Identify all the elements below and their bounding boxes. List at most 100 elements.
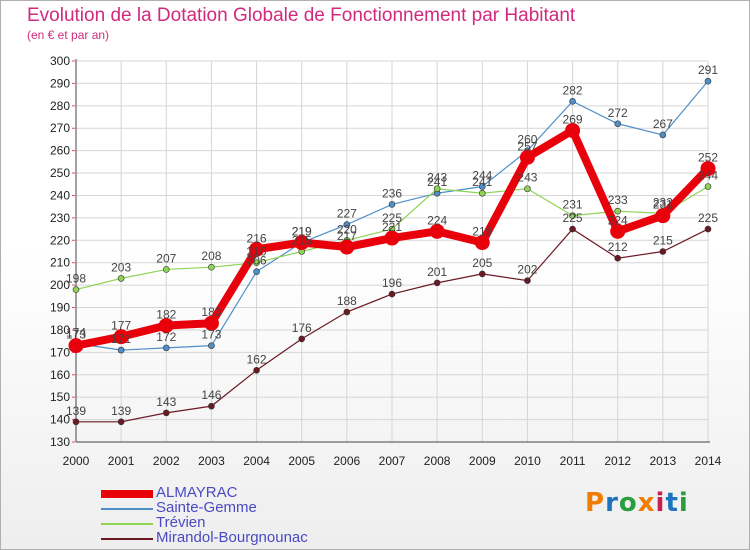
data-point bbox=[569, 98, 576, 105]
data-point bbox=[478, 270, 486, 278]
data-label: 173 bbox=[66, 328, 86, 342]
data-label: 139 bbox=[66, 404, 86, 418]
y-tick-label: 230 bbox=[50, 211, 70, 225]
data-point bbox=[158, 317, 174, 333]
data-label: 236 bbox=[382, 186, 402, 200]
data-point bbox=[478, 183, 486, 190]
data-point bbox=[298, 335, 306, 343]
data-label: 173 bbox=[201, 328, 221, 342]
data-label: 233 bbox=[608, 193, 628, 207]
data-point bbox=[253, 268, 260, 275]
data-label: 217 bbox=[337, 229, 357, 243]
x-tick-label: 2001 bbox=[108, 454, 135, 468]
data-label: 183 bbox=[201, 305, 221, 319]
data-point bbox=[388, 290, 396, 298]
data-label: 177 bbox=[111, 319, 131, 333]
legend-swatch bbox=[101, 508, 153, 510]
data-point bbox=[524, 277, 531, 284]
data-label: 219 bbox=[292, 225, 312, 239]
data-label: 225 bbox=[698, 211, 718, 225]
data-label: 227 bbox=[337, 207, 357, 221]
data-label: 220 bbox=[337, 222, 357, 236]
logo-letter: x bbox=[637, 488, 656, 518]
data-label: 206 bbox=[247, 254, 267, 268]
legend-swatch bbox=[101, 490, 153, 498]
data-point bbox=[208, 402, 215, 410]
logo-letter: r bbox=[605, 488, 619, 518]
data-label: 162 bbox=[247, 352, 267, 366]
x-tick-label: 2013 bbox=[650, 454, 677, 468]
data-label: 282 bbox=[563, 83, 583, 97]
y-tick-label: 140 bbox=[50, 413, 70, 427]
y-tick-label: 210 bbox=[50, 256, 70, 270]
x-tick-label: 2005 bbox=[288, 454, 315, 468]
x-tick-label: 2014 bbox=[695, 454, 722, 468]
logo-letter: t bbox=[665, 488, 679, 518]
y-tick-label: 300 bbox=[50, 54, 70, 68]
data-point bbox=[343, 308, 351, 316]
x-tick-label: 2004 bbox=[243, 454, 270, 468]
data-point bbox=[162, 344, 170, 352]
data-point bbox=[208, 342, 215, 349]
data-label: 203 bbox=[111, 260, 131, 274]
data-point bbox=[203, 315, 219, 331]
data-point bbox=[474, 235, 490, 251]
data-point bbox=[72, 418, 80, 426]
data-point bbox=[659, 131, 667, 139]
data-label: 201 bbox=[427, 265, 447, 279]
x-tick-label: 2012 bbox=[604, 454, 631, 468]
data-label: 291 bbox=[698, 63, 718, 77]
data-point bbox=[388, 201, 396, 208]
data-point bbox=[524, 185, 531, 193]
data-label: 225 bbox=[563, 211, 583, 225]
data-point bbox=[72, 286, 80, 293]
data-label: 196 bbox=[382, 276, 402, 290]
x-tick-label: 2010 bbox=[514, 454, 541, 468]
legend-label: Mirandol-Bourgnounac bbox=[156, 529, 308, 546]
y-tick-label: 130 bbox=[50, 435, 70, 449]
x-tick-label: 2003 bbox=[198, 454, 225, 468]
series-lines bbox=[68, 77, 716, 426]
data-label: 219 bbox=[472, 225, 492, 239]
data-label: 243 bbox=[427, 171, 447, 185]
data-label: 272 bbox=[608, 106, 628, 120]
data-label: 257 bbox=[517, 139, 537, 153]
data-point bbox=[614, 120, 622, 128]
data-point bbox=[569, 212, 576, 219]
data-label: 171 bbox=[111, 332, 131, 346]
y-tick-label: 240 bbox=[50, 188, 70, 202]
y-tick-label: 180 bbox=[50, 323, 70, 337]
data-label: 241 bbox=[472, 175, 492, 189]
data-point bbox=[384, 230, 400, 246]
y-tick-label: 160 bbox=[50, 368, 70, 382]
data-label: 176 bbox=[292, 321, 312, 335]
data-point bbox=[614, 254, 622, 262]
data-point bbox=[433, 279, 441, 287]
logo-letter: P bbox=[585, 488, 606, 518]
data-point bbox=[253, 366, 260, 374]
legend-swatch bbox=[101, 523, 153, 525]
data-label: 139 bbox=[111, 404, 131, 418]
y-tick-label: 250 bbox=[50, 166, 70, 180]
legend-label: Trévien bbox=[156, 514, 206, 531]
data-point bbox=[614, 207, 622, 215]
logo-letter: i bbox=[678, 488, 689, 518]
data-point bbox=[253, 259, 260, 267]
data-label: 221 bbox=[382, 220, 402, 234]
y-tick-label: 150 bbox=[50, 390, 70, 404]
data-point bbox=[655, 208, 671, 224]
y-tick-label: 200 bbox=[50, 278, 70, 292]
y-tick-label: 260 bbox=[50, 144, 70, 158]
data-point bbox=[343, 221, 351, 228]
data-point bbox=[208, 263, 215, 271]
y-tick-label: 280 bbox=[50, 99, 70, 113]
data-label: 205 bbox=[472, 256, 492, 270]
data-point bbox=[294, 235, 310, 251]
legend-label: Sainte-Gemme bbox=[156, 499, 257, 516]
data-label: 244 bbox=[698, 169, 718, 183]
data-label: 224 bbox=[608, 213, 628, 227]
data-label: 146 bbox=[201, 388, 221, 402]
data-label: 269 bbox=[563, 112, 583, 126]
data-label: 244 bbox=[472, 169, 492, 183]
